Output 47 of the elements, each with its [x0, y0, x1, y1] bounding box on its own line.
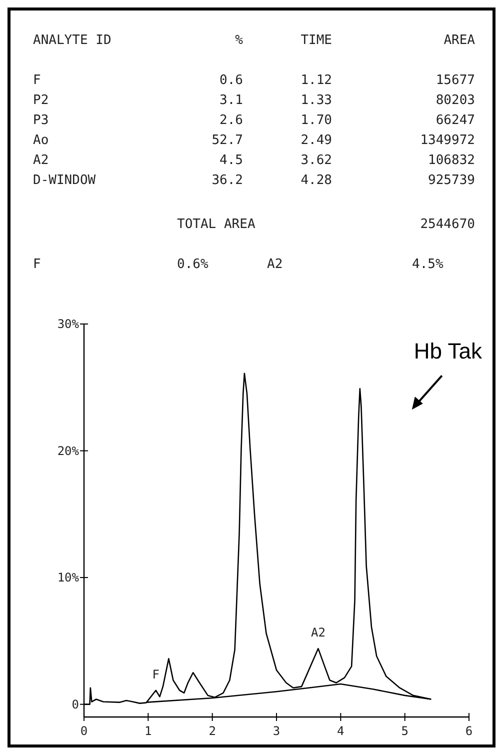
annotation: F — [152, 667, 160, 682]
text: 1.33 — [300, 93, 332, 108]
text: ANALYTE ID — [33, 33, 112, 48]
text: 36.2 — [212, 173, 243, 188]
x-tick-label: 2 — [208, 724, 216, 738]
text: TIME — [300, 33, 332, 48]
text: P3 — [33, 113, 49, 128]
x-tick-label: 6 — [465, 724, 473, 738]
y-tick-label: 20% — [57, 444, 80, 458]
y-tick-label: 30% — [57, 317, 80, 332]
y-tick-label: 10% — [57, 570, 80, 585]
text: F — [33, 73, 41, 88]
text: AREA — [444, 33, 476, 48]
text: 80203 — [436, 93, 475, 108]
text: 925739 — [428, 173, 475, 188]
text: 66247 — [436, 113, 475, 128]
text: A2 — [33, 153, 49, 168]
text: P2 — [33, 93, 49, 108]
text: 4.5 — [220, 153, 243, 168]
text: 1.70 — [300, 113, 332, 128]
text: 2.49 — [300, 133, 332, 148]
text: 106832 — [428, 153, 475, 168]
text: 0.6 — [220, 73, 243, 88]
text: 4.28 — [300, 173, 332, 188]
text: 1349972 — [420, 133, 475, 148]
text: D-WINDOW — [33, 173, 96, 188]
text: 52.7 — [212, 133, 243, 148]
x-tick-label: 3 — [272, 724, 280, 738]
text: 3.1 — [220, 93, 243, 108]
text: % — [235, 33, 244, 48]
y-tick-label: 0 — [72, 698, 79, 712]
text: A2 — [267, 257, 283, 272]
text: 4.5% — [412, 257, 444, 272]
text: 15677 — [436, 73, 475, 88]
text: 0.6% — [177, 257, 208, 272]
x-tick-label: 5 — [401, 724, 408, 738]
text: TOTAL AREA — [177, 217, 256, 232]
text: 3.62 — [300, 153, 332, 168]
text: F — [33, 257, 41, 272]
text: 2544670 — [420, 217, 475, 232]
x-tick-label: 1 — [144, 724, 152, 738]
x-tick-label: 4 — [337, 724, 344, 738]
annotation: A2 — [310, 626, 326, 640]
text: 2.6 — [220, 113, 243, 128]
annotation: Hb Tak — [414, 338, 483, 364]
text: Ao — [33, 133, 49, 148]
text: 1.12 — [300, 73, 332, 88]
